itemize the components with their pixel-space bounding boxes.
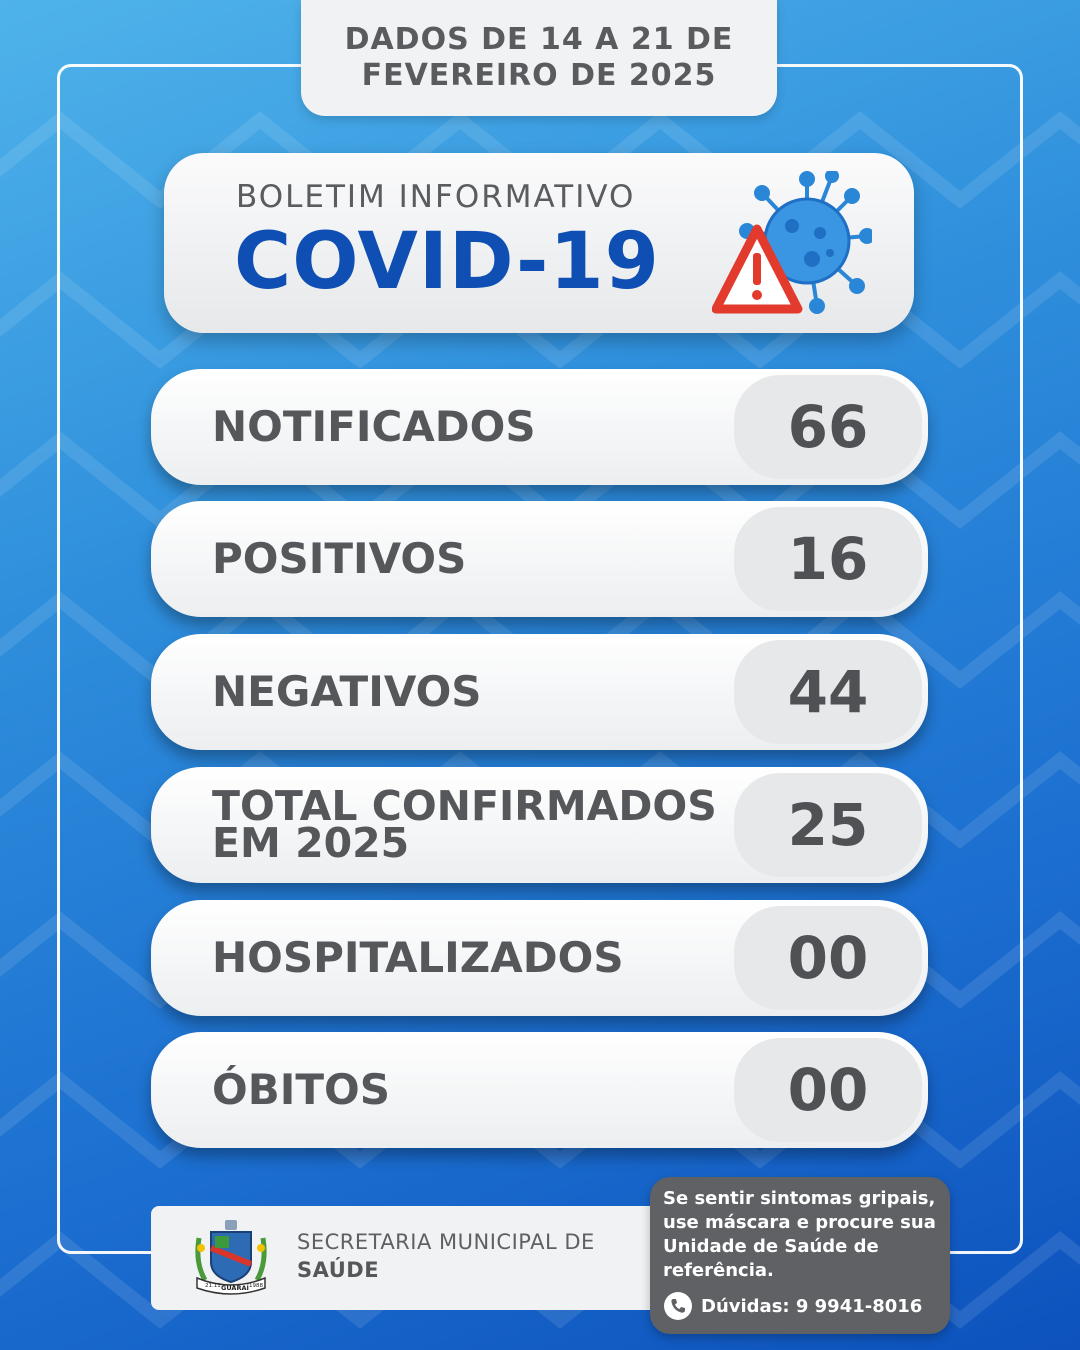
stat-row-hospitalizados: HOSPITALIZADOS 00 — [151, 900, 928, 1016]
stat-value-box: 16 — [734, 507, 922, 611]
phone-contact: Dúvidas: 9 9941-8016 — [663, 1291, 922, 1321]
advice-box: Se sentir sintomas gripais, use máscara … — [650, 1177, 950, 1334]
stat-value: 44 — [787, 658, 869, 726]
stat-value-box: 00 — [734, 1038, 922, 1142]
crest-text-mid: GUARAÍ — [221, 1283, 249, 1292]
stat-row-positivos: POSITIVOS 16 — [151, 501, 928, 617]
secretaria-label: SECRETARIA MUNICIPAL DE SAÚDE — [297, 1228, 595, 1284]
secretaria-line-2: SAÚDE — [297, 1258, 380, 1282]
stat-label: HOSPITALIZADOS — [212, 933, 624, 982]
stat-label: TOTAL CONFIRMADOS EM 2025 — [212, 767, 732, 883]
stat-label: ÓBITOS — [212, 1065, 390, 1114]
stat-label: NEGATIVOS — [212, 667, 482, 716]
stat-row-negativos: NEGATIVOS 44 — [151, 634, 928, 750]
date-line-2: FEVEREIRO DE 2025 — [361, 58, 717, 93]
stat-value: 16 — [787, 525, 869, 593]
stat-value: 66 — [787, 393, 869, 461]
stat-label-line-2: EM 2025 — [212, 819, 410, 867]
crest-text-left: 21.11 — [205, 1283, 221, 1289]
stat-row-obitos: ÓBITOS 00 — [151, 1032, 928, 1148]
date-line-1: DADOS DE 14 A 21 DE — [344, 22, 734, 57]
stat-value: 00 — [787, 1056, 869, 1124]
phone-number: Dúvidas: 9 9941-8016 — [701, 1295, 923, 1317]
stat-label-line-1: TOTAL CONFIRMADOS — [212, 782, 717, 830]
stat-value-box: 66 — [734, 375, 922, 479]
advice-text: Se sentir sintomas gripais, use máscara … — [663, 1188, 936, 1281]
bulletin-subtitle: BOLETIM INFORMATIVO — [236, 179, 636, 215]
stat-value-box: 44 — [734, 640, 922, 744]
stat-value-box: 00 — [734, 906, 922, 1010]
date-range-header: DADOS DE 14 A 21 DE FEVEREIRO DE 2025 — [301, 0, 777, 116]
stat-row-total-confirmados: TOTAL CONFIRMADOS EM 2025 25 — [151, 767, 928, 883]
stat-label: POSITIVOS — [212, 534, 467, 583]
secretaria-line-1: SECRETARIA MUNICIPAL DE — [297, 1230, 595, 1254]
stat-value: 25 — [787, 791, 869, 859]
municipal-crest-icon: 21.11 GUARAÍ 1988 — [195, 1220, 267, 1295]
covid-title: COVID-19 — [234, 217, 660, 307]
stat-value: 00 — [787, 924, 869, 992]
stat-label: NOTIFICADOS — [212, 402, 536, 451]
stat-value-box: 25 — [734, 773, 922, 877]
stat-row-notificados: NOTIFICADOS 66 — [151, 369, 928, 485]
virus-warning-icon — [712, 171, 872, 314]
phone-icon — [664, 1292, 692, 1320]
title-card: BOLETIM INFORMATIVO COVID-19 — [164, 153, 914, 333]
footer-card: 21.11 GUARAÍ 1988 SECRETARIA MUNICIPAL D… — [151, 1206, 691, 1310]
crest-text-right: 1988 — [249, 1283, 263, 1289]
